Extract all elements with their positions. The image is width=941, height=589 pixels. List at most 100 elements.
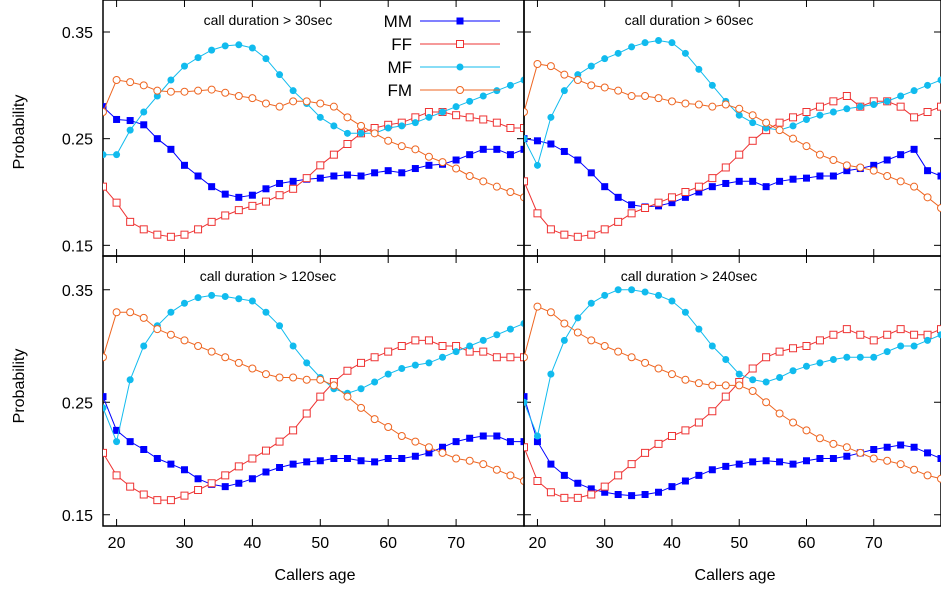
data-point bbox=[289, 87, 297, 95]
data-point bbox=[506, 353, 515, 362]
data-point bbox=[166, 496, 175, 505]
data-point bbox=[628, 43, 636, 51]
data-point bbox=[668, 297, 676, 305]
data-point bbox=[194, 342, 203, 350]
data-point bbox=[869, 454, 878, 463]
data-point bbox=[802, 115, 810, 123]
data-point bbox=[139, 225, 148, 234]
data-point bbox=[316, 161, 325, 170]
panel-2: call duration > 60sec bbox=[523, 0, 941, 257]
data-point bbox=[357, 403, 366, 412]
data-point bbox=[923, 108, 932, 116]
data-point bbox=[439, 353, 447, 361]
y-tick-label: 0.15 bbox=[62, 508, 93, 525]
data-point bbox=[641, 448, 650, 457]
data-point bbox=[126, 438, 134, 446]
data-point bbox=[762, 398, 771, 407]
data-point bbox=[614, 217, 623, 226]
data-point bbox=[628, 286, 636, 294]
data-point bbox=[506, 325, 514, 333]
data-point bbox=[371, 458, 379, 466]
data-point bbox=[910, 182, 919, 191]
data-point bbox=[112, 471, 121, 480]
plot-area bbox=[103, 41, 524, 241]
data-point bbox=[139, 313, 148, 322]
data-point bbox=[789, 418, 798, 427]
data-point bbox=[207, 85, 216, 94]
data-point bbox=[343, 392, 352, 401]
data-point bbox=[815, 102, 824, 111]
data-point bbox=[573, 76, 582, 84]
data-point bbox=[234, 462, 243, 471]
data-point bbox=[113, 115, 121, 123]
data-point bbox=[883, 156, 891, 164]
data-point bbox=[937, 204, 941, 212]
data-point bbox=[289, 177, 297, 185]
data-point bbox=[466, 97, 474, 105]
data-point bbox=[275, 373, 284, 382]
data-point bbox=[722, 179, 730, 187]
data-point bbox=[207, 217, 216, 226]
data-point bbox=[248, 191, 256, 199]
data-point bbox=[180, 466, 188, 474]
data-point bbox=[397, 342, 406, 350]
series-MM bbox=[524, 393, 941, 500]
x-tick-label: 30 bbox=[176, 535, 194, 552]
data-point bbox=[667, 432, 676, 440]
data-point bbox=[398, 122, 406, 130]
data-point bbox=[802, 174, 810, 182]
data-point bbox=[829, 97, 838, 106]
data-point bbox=[261, 99, 270, 108]
data-point bbox=[126, 78, 135, 87]
series-FM bbox=[524, 60, 941, 212]
data-point bbox=[289, 426, 298, 435]
data-point bbox=[667, 97, 676, 106]
data-point bbox=[439, 443, 447, 451]
data-point bbox=[343, 171, 351, 179]
data-point bbox=[524, 108, 528, 116]
data-point bbox=[452, 438, 460, 446]
data-point bbox=[194, 86, 203, 95]
data-point bbox=[126, 126, 134, 134]
data-point bbox=[275, 437, 284, 446]
data-point bbox=[937, 455, 941, 462]
data-point bbox=[628, 201, 636, 209]
data-point bbox=[262, 185, 270, 193]
data-point bbox=[789, 113, 798, 122]
data-point bbox=[103, 448, 107, 457]
data-point bbox=[139, 81, 148, 90]
data-point bbox=[776, 458, 784, 466]
data-point bbox=[113, 151, 121, 159]
data-point bbox=[140, 121, 148, 129]
data-point bbox=[479, 145, 487, 153]
series-MF bbox=[103, 291, 524, 446]
data-point bbox=[262, 468, 270, 476]
data-point bbox=[762, 183, 770, 191]
series-line bbox=[103, 339, 524, 501]
data-point bbox=[870, 446, 878, 453]
data-point bbox=[655, 37, 663, 45]
data-point bbox=[492, 118, 501, 127]
x-tick-label: 60 bbox=[379, 535, 397, 552]
data-point bbox=[668, 199, 676, 207]
data-point bbox=[695, 188, 703, 196]
data-point bbox=[103, 108, 107, 116]
data-point bbox=[520, 76, 524, 84]
data-point bbox=[316, 113, 324, 121]
data-point bbox=[762, 457, 770, 465]
data-point bbox=[735, 111, 743, 119]
data-point bbox=[384, 370, 392, 378]
data-point bbox=[276, 464, 284, 471]
data-point bbox=[749, 177, 757, 185]
data-point bbox=[194, 54, 202, 62]
data-point bbox=[749, 119, 757, 127]
panel-1: 0.15 0.25 0.35 call duration > 30sec bbox=[62, 0, 525, 257]
data-point bbox=[749, 458, 757, 466]
y-tick-label: 0.25 bbox=[62, 395, 93, 412]
data-point bbox=[614, 49, 622, 57]
data-point bbox=[789, 460, 797, 468]
data-point bbox=[695, 471, 703, 479]
data-point bbox=[601, 488, 609, 496]
data-point bbox=[465, 172, 474, 180]
data-point bbox=[330, 122, 338, 130]
